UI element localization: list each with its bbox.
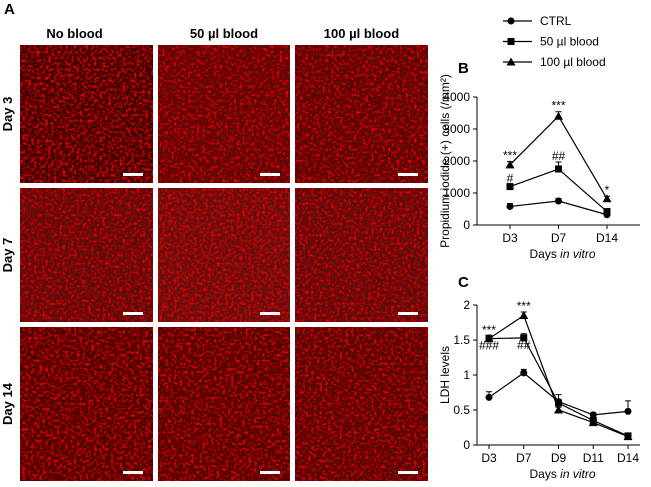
- significance-mark: *: [605, 183, 610, 197]
- marker: [505, 160, 515, 169]
- series: [485, 333, 632, 440]
- row-header: Day 14: [0, 382, 15, 425]
- x-tick-label: D3: [502, 231, 518, 245]
- x-tick-label: D14: [596, 231, 618, 245]
- x-axis-label: Days in vitro: [529, 247, 595, 261]
- scale-bar: [123, 312, 143, 315]
- panel-label: B: [458, 60, 469, 77]
- scale-bar: [260, 471, 280, 474]
- significance-mark: ***: [551, 99, 565, 113]
- column-header: No blood: [46, 26, 102, 41]
- marker: [520, 334, 528, 342]
- scale-bar: [398, 471, 418, 474]
- x-tick-label: D11: [583, 451, 604, 465]
- marker: [555, 165, 562, 173]
- marker: [602, 194, 612, 203]
- marker: [603, 208, 611, 216]
- series: [506, 161, 611, 216]
- x-axis-label-italic: in vitro: [560, 467, 596, 481]
- legend-marker: [507, 38, 515, 45]
- scale-bar: [123, 173, 143, 176]
- x-axis-label: Days in vitro: [529, 467, 595, 481]
- micrograph: [20, 188, 153, 322]
- marker: [588, 418, 598, 427]
- column-header: 100 µl blood: [324, 26, 399, 41]
- panel-label: A: [4, 1, 15, 18]
- marker: [624, 407, 632, 415]
- y-tick-label: 0: [463, 438, 470, 452]
- scale-bar: [398, 173, 418, 176]
- marker: [589, 411, 597, 419]
- x-axis-label-italic: in vitro: [560, 247, 596, 261]
- marker: [623, 432, 633, 441]
- scale-bar: [260, 312, 280, 315]
- legend-label: CTRL: [540, 14, 572, 28]
- series: [484, 311, 633, 441]
- scale-bar: [260, 173, 280, 176]
- y-tick-label: 0.5: [453, 403, 470, 417]
- scale-bar: [398, 312, 418, 315]
- marker: [520, 369, 528, 377]
- y-tick-label: 1000: [443, 186, 470, 200]
- series-line: [488, 314, 629, 438]
- y-tick-label: 3000: [443, 122, 470, 136]
- significance-mark: ***: [482, 323, 496, 337]
- marker: [484, 334, 494, 343]
- marker: [485, 393, 493, 401]
- significance-mark: ###: [479, 339, 499, 353]
- legend-marker: [507, 17, 515, 25]
- x-tick-label: D9: [551, 451, 567, 465]
- marker: [554, 111, 563, 120]
- x-tick-label: D14: [617, 451, 639, 465]
- series: [505, 111, 612, 203]
- x-tick-label: D3: [481, 451, 497, 465]
- micrograph: [295, 327, 428, 481]
- significance-mark: ***: [517, 299, 531, 313]
- legend-label: 100 µl blood: [540, 55, 606, 69]
- y-tick-label: 1: [463, 368, 470, 382]
- marker: [555, 399, 562, 407]
- micrograph: [158, 188, 290, 322]
- series: [506, 197, 611, 219]
- row-header: Day 7: [0, 238, 15, 273]
- y-tick-label: 2000: [443, 154, 470, 168]
- micrograph: [158, 45, 290, 183]
- significance-mark: ***: [503, 149, 517, 163]
- x-tick-label: D7: [516, 451, 532, 465]
- row-header: Day 3: [0, 97, 15, 132]
- micrograph: [20, 327, 153, 481]
- y-tick-label: 1.5: [453, 333, 470, 347]
- y-tick-label: 2: [463, 298, 470, 312]
- micrograph: [158, 327, 290, 481]
- series-line: [488, 337, 629, 437]
- micrograph: [295, 188, 428, 322]
- column-header: 50 µl blood: [190, 26, 258, 41]
- marker: [519, 311, 529, 319]
- micrograph: [295, 45, 428, 183]
- y-tick-label: 0: [463, 218, 470, 232]
- x-axis-label-text: Days: [529, 247, 556, 261]
- marker: [506, 183, 514, 191]
- marker: [555, 197, 562, 205]
- significance-mark: ##: [552, 149, 566, 163]
- y-axis-label: Propidium iodide (+) cells (/mm²): [438, 74, 452, 248]
- x-tick-label: D7: [551, 231, 567, 245]
- y-tick-label: 4000: [443, 90, 470, 104]
- panel-label: C: [458, 274, 469, 291]
- y-axis-label: LDH levels: [438, 346, 452, 404]
- micrograph: [20, 45, 153, 183]
- scale-bar: [123, 471, 143, 474]
- significance-mark: ##: [517, 338, 531, 352]
- legend-marker: [506, 57, 516, 66]
- legend-label: 50 µl blood: [540, 35, 599, 49]
- marker: [554, 405, 563, 414]
- marker: [506, 202, 514, 210]
- x-axis-label-text: Days: [529, 467, 556, 481]
- significance-mark: #: [507, 172, 514, 186]
